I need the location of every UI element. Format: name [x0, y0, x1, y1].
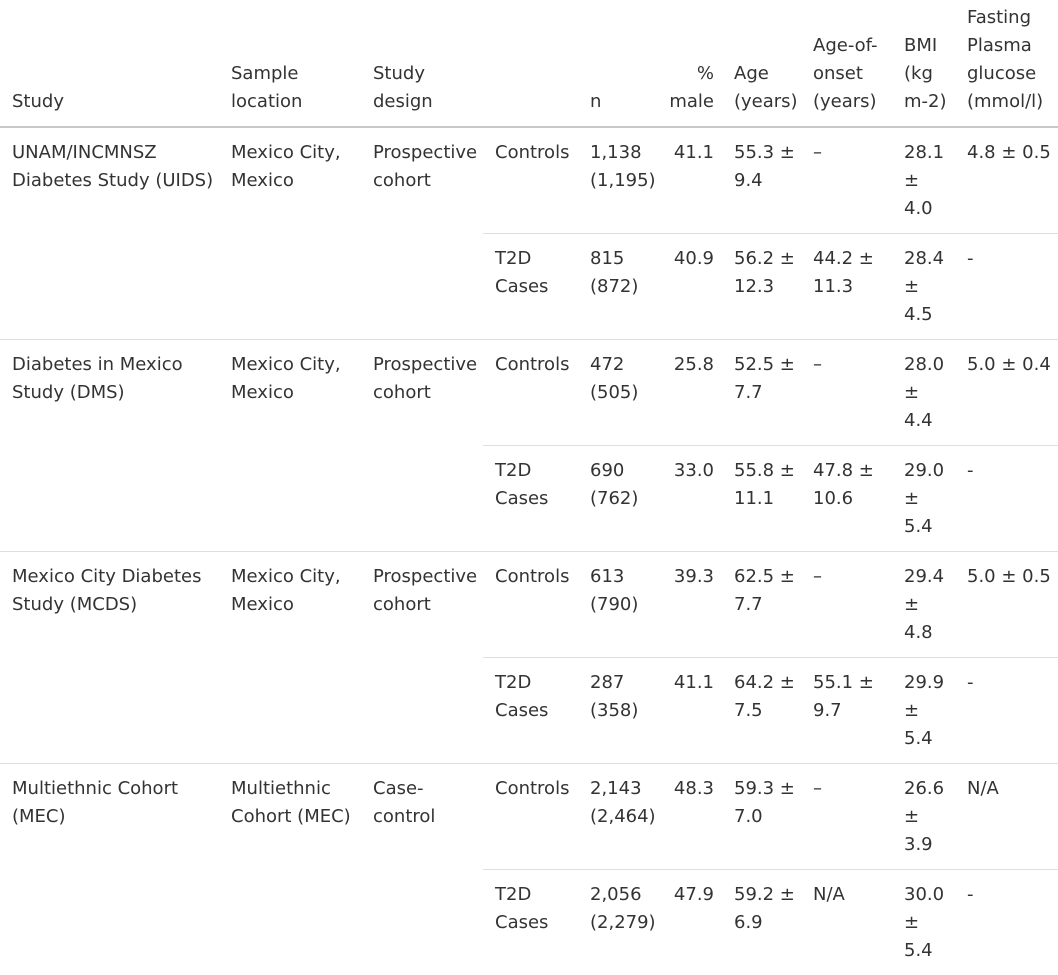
fpg-cell: N/A: [955, 764, 1058, 870]
onset-cell: –: [801, 552, 892, 658]
study-design: Prospective cohort: [361, 127, 483, 340]
fpg-cell: 5.0 ± 0.5: [955, 552, 1058, 658]
age-cell: 52.5 ± 7.7: [722, 340, 801, 446]
n-cell: 1,138 (1,195): [578, 127, 660, 234]
age-cell: 55.8 ± 11.1: [722, 446, 801, 552]
age-cell: 62.5 ± 7.7: [722, 552, 801, 658]
bmi-cell: 28.1 ± 4.0: [892, 127, 955, 234]
study-design: Prospective cohort: [361, 552, 483, 764]
fpg-cell: -: [955, 446, 1058, 552]
age-cell: 59.2 ± 6.9: [722, 870, 801, 975]
study-name: UNAM/INCMNSZ Diabetes Study (UIDS): [0, 127, 219, 340]
study-design: Prospective cohort: [361, 340, 483, 552]
group-cell: Controls: [483, 127, 578, 234]
male-cell: 25.8: [660, 340, 722, 446]
study-name: Multiethnic Cohort (MEC): [0, 764, 219, 975]
fpg-cell: -: [955, 870, 1058, 975]
age-cell: 56.2 ± 12.3: [722, 234, 801, 340]
study-location: Mexico City, Mexico: [219, 127, 361, 340]
onset-cell: –: [801, 764, 892, 870]
n-cell: 613 (790): [578, 552, 660, 658]
header-pct-male: % male: [660, 0, 722, 127]
header-group: [483, 0, 578, 127]
header-study: Study: [0, 0, 219, 127]
table-row: Multiethnic Cohort (MEC) Multiethnic Coh…: [0, 764, 1058, 870]
header-fpg: Fasting Plasma glucose (mmol/l): [955, 0, 1058, 127]
study-location: Mexico City, Mexico: [219, 552, 361, 764]
bmi-cell: 29.4 ± 4.8: [892, 552, 955, 658]
male-cell: 41.1: [660, 127, 722, 234]
onset-cell: –: [801, 340, 892, 446]
age-cell: 59.3 ± 7.0: [722, 764, 801, 870]
group-cell: T2D Cases: [483, 658, 578, 764]
n-cell: 2,143 (2,464): [578, 764, 660, 870]
group-cell: T2D Cases: [483, 870, 578, 975]
header-sample-location: Sample location: [219, 0, 361, 127]
fpg-cell: 4.8 ± 0.5: [955, 127, 1058, 234]
n-cell: 2,056 (2,279): [578, 870, 660, 975]
male-cell: 48.3: [660, 764, 722, 870]
n-cell: 287 (358): [578, 658, 660, 764]
study-location: Multiethnic Cohort (MEC): [219, 764, 361, 975]
fpg-cell: -: [955, 658, 1058, 764]
header-study-design: Study design: [361, 0, 483, 127]
n-cell: 690 (762): [578, 446, 660, 552]
n-cell: 815 (872): [578, 234, 660, 340]
study-location: Mexico City, Mexico: [219, 340, 361, 552]
table-row: Diabetes in Mexico Study (DMS) Mexico Ci…: [0, 340, 1058, 446]
group-cell: T2D Cases: [483, 234, 578, 340]
age-cell: 55.3 ± 9.4: [722, 127, 801, 234]
onset-cell: N/A: [801, 870, 892, 975]
table-row: Mexico City Diabetes Study (MCDS) Mexico…: [0, 552, 1058, 658]
study-name: Mexico City Diabetes Study (MCDS): [0, 552, 219, 764]
age-cell: 64.2 ± 7.5: [722, 658, 801, 764]
study-name: Diabetes in Mexico Study (DMS): [0, 340, 219, 552]
header-bmi: BMI (kg m-2): [892, 0, 955, 127]
table-row: UNAM/INCMNSZ Diabetes Study (UIDS) Mexic…: [0, 127, 1058, 234]
bmi-cell: 28.4 ± 4.5: [892, 234, 955, 340]
male-cell: 41.1: [660, 658, 722, 764]
group-cell: T2D Cases: [483, 446, 578, 552]
bmi-cell: 26.6 ± 3.9: [892, 764, 955, 870]
male-cell: 40.9: [660, 234, 722, 340]
male-cell: 33.0: [660, 446, 722, 552]
header-row: Study Sample location Study design n % m…: [0, 0, 1058, 127]
male-cell: 39.3: [660, 552, 722, 658]
bmi-cell: 29.0 ± 5.4: [892, 446, 955, 552]
header-age-onset: Age-of- onset (years): [801, 0, 892, 127]
group-cell: Controls: [483, 764, 578, 870]
group-cell: Controls: [483, 552, 578, 658]
bmi-cell: 28.0 ± 4.4: [892, 340, 955, 446]
male-cell: 47.9: [660, 870, 722, 975]
study-design: Case- control: [361, 764, 483, 975]
group-cell: Controls: [483, 340, 578, 446]
header-n: n: [578, 0, 660, 127]
header-age: Age (years): [722, 0, 801, 127]
bmi-cell: 30.0 ± 5.4: [892, 870, 955, 975]
n-cell: 472 (505): [578, 340, 660, 446]
onset-cell: 47.8 ± 10.6: [801, 446, 892, 552]
onset-cell: 55.1 ± 9.7: [801, 658, 892, 764]
bmi-cell: 29.9 ± 5.4: [892, 658, 955, 764]
fpg-cell: 5.0 ± 0.4: [955, 340, 1058, 446]
onset-cell: 44.2 ± 11.3: [801, 234, 892, 340]
onset-cell: –: [801, 127, 892, 234]
fpg-cell: -: [955, 234, 1058, 340]
